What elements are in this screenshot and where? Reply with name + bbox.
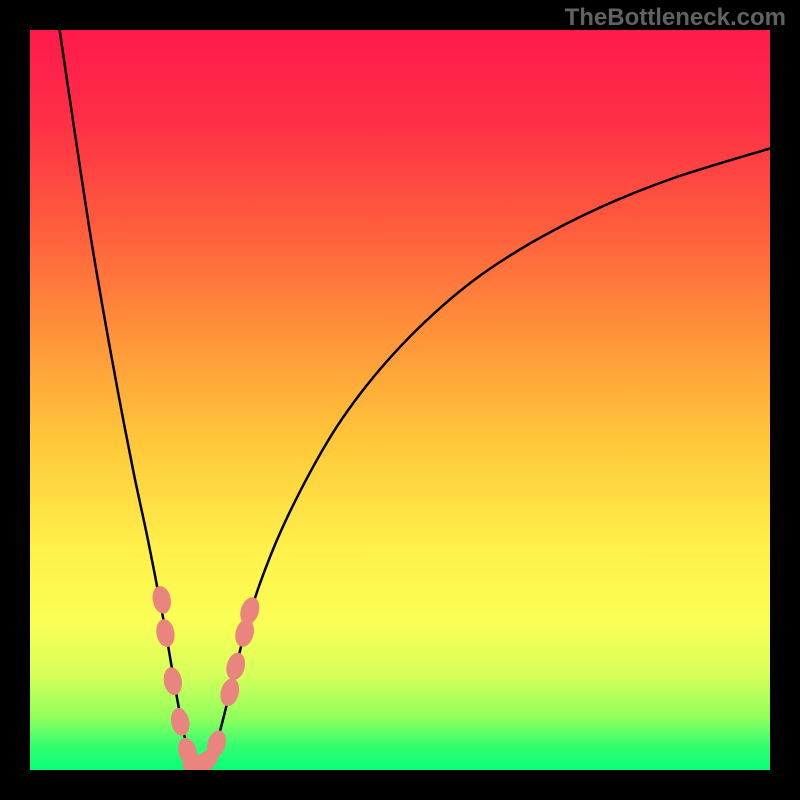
bottleneck-curve-chart (0, 0, 800, 800)
chart-root: TheBottleneck.com (0, 0, 800, 800)
watermark-text: TheBottleneck.com (565, 4, 786, 32)
plot-background (30, 30, 770, 770)
